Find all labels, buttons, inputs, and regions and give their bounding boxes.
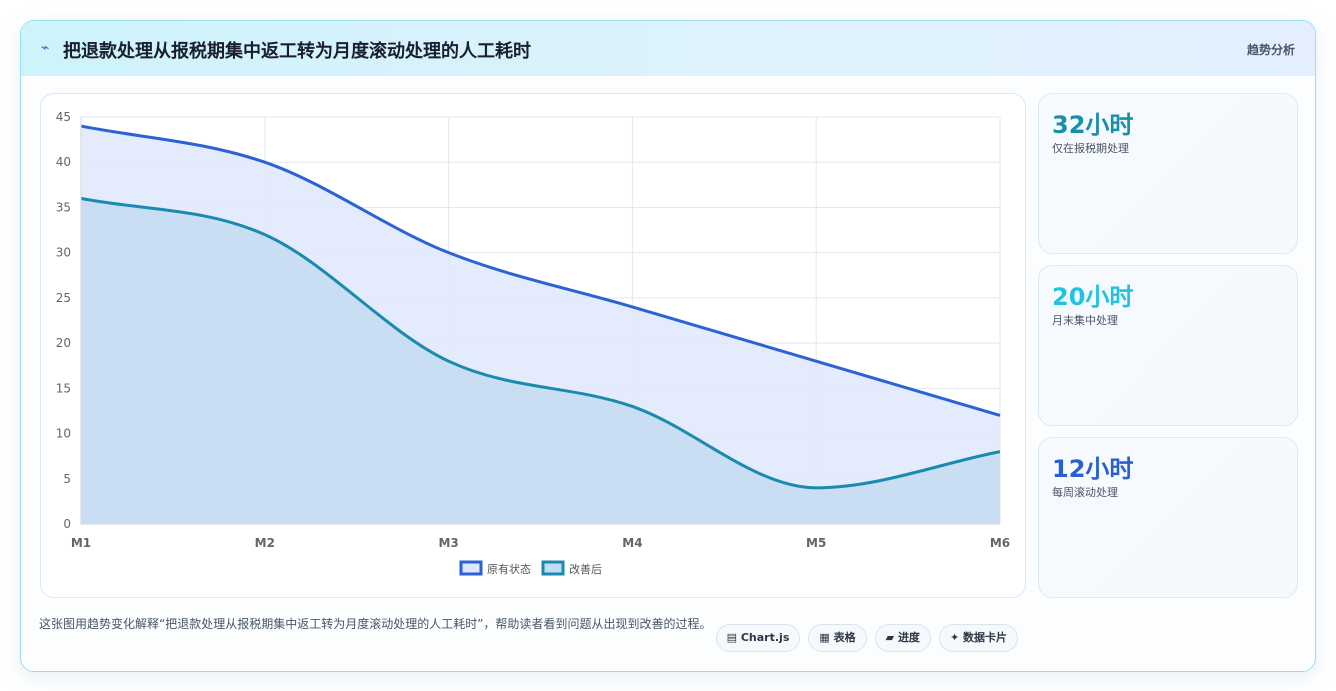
progress-icon: ▰ <box>885 631 895 644</box>
stat-card-tax-period: 32小时 仅在报税期处理 <box>1038 93 1298 254</box>
y-tick-label: 40 <box>56 155 71 169</box>
y-tick-label: 10 <box>56 427 71 441</box>
x-tick-label: M3 <box>438 536 458 550</box>
pill-label: Chart.js <box>740 631 790 644</box>
stat-label: 每周滚动处理 <box>1052 486 1118 499</box>
card-title: 把退款处理从报税期集中返工转为月度滚动处理的人工耗时 <box>63 41 531 62</box>
stat-card-month-end: 20小时 月末集中处理 <box>1038 265 1298 426</box>
stat-card-weekly: 12小时 每周滚动处理 <box>1038 437 1298 598</box>
trend-icon: ⌁ <box>41 40 50 56</box>
pill-progress[interactable]: ▰ 进度 <box>874 624 931 652</box>
legend-swatch <box>459 560 483 576</box>
area-chart: 0 5 10 15 20 25 30 35 40 45 M1 M2 M3 M4 M5 M6 原有状态 改善后 <box>56 110 1010 576</box>
pill-label: 表格 <box>833 631 856 644</box>
chart-card: ⌁ 把退款处理从报税期集中返工转为月度滚动处理的人工耗时 趋势分析 0 5 10 15… <box>20 20 1316 672</box>
y-tick-label: 45 <box>56 110 71 124</box>
y-tick-label: 5 <box>63 472 71 486</box>
pill-table[interactable]: ▦ 表格 <box>808 624 867 652</box>
stat-label: 月末集中处理 <box>1052 314 1118 327</box>
x-tick-label: M4 <box>622 536 642 550</box>
x-tick-label: M6 <box>990 536 1010 550</box>
y-tick-label: 35 <box>56 200 71 214</box>
sparkle-icon: ✦ <box>949 631 960 644</box>
card-header: ⌁ 把退款处理从报税期集中返工转为月度滚动处理的人工耗时 趋势分析 <box>21 21 1315 76</box>
legend-label: 原有状态 <box>487 562 531 576</box>
y-tick-label: 25 <box>56 291 71 305</box>
table-icon: ▦ <box>819 631 830 644</box>
category-tag: 趋势分析 <box>1246 43 1295 57</box>
y-tick-label: 20 <box>56 336 71 350</box>
y-tick-label: 15 <box>56 381 71 395</box>
pill-label: 数据卡片 <box>963 631 1007 644</box>
legend-swatch <box>541 560 565 576</box>
stat-label: 仅在报税期处理 <box>1052 142 1129 155</box>
stat-value: 20小时 <box>1052 283 1134 311</box>
pill-data-card[interactable]: ✦ 数据卡片 <box>938 624 1018 652</box>
x-tick-label: M5 <box>806 536 826 550</box>
series-area <box>81 198 1000 524</box>
pill-label: 进度 <box>897 631 920 644</box>
x-tick-label: M2 <box>255 536 275 550</box>
stat-value: 12小时 <box>1052 455 1134 483</box>
pill-chartjs[interactable]: ▤ Chart.js <box>715 624 801 652</box>
chart-panel: 0 5 10 15 20 25 30 35 40 45 M1 M2 M3 M4 M5 M6 原有状态 改善后 <box>40 93 1026 598</box>
chart-description: 这张图用趋势变化解释“把退款处理从报税期集中返工转为月度滚动处理的人工耗时”，帮… <box>39 617 712 631</box>
y-tick-label: 30 <box>56 246 71 260</box>
legend-label: 改善后 <box>569 562 602 576</box>
chart-icon: ▤ <box>726 631 738 644</box>
x-tick-label: M1 <box>71 536 91 550</box>
stat-value: 32小时 <box>1052 111 1134 139</box>
series-line <box>80 196 1001 490</box>
y-tick-label: 0 <box>63 517 71 531</box>
feature-pills: ▤ Chart.js ▦ 表格 ▰ 进度 ✦ 数据卡片 <box>715 624 1018 652</box>
series-line <box>80 124 1001 417</box>
